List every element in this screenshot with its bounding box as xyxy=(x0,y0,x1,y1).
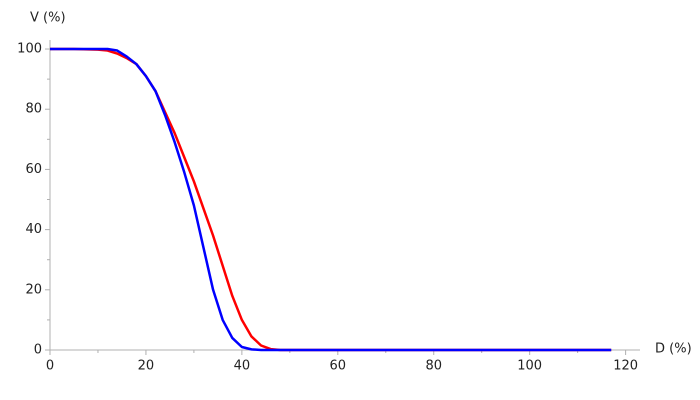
y-tick-label: 100 xyxy=(17,42,42,57)
y-tick-label: 60 xyxy=(25,162,42,177)
y-tick-label: 80 xyxy=(25,102,42,117)
y-tick-label: 20 xyxy=(25,282,42,297)
y-tick-label: 0 xyxy=(34,343,42,358)
x-axis-label: D (%) xyxy=(655,342,692,357)
x-tick-label: 60 xyxy=(330,359,347,374)
y-tick-label: 40 xyxy=(25,222,42,237)
data-line xyxy=(50,47,612,352)
x-tick-label: 80 xyxy=(425,359,442,374)
data-line xyxy=(50,47,612,352)
x-tick-label: 0 xyxy=(46,359,54,374)
x-tick-label: 20 xyxy=(138,359,155,374)
x-tick-label: 40 xyxy=(234,359,251,374)
x-tick-label: 100 xyxy=(517,359,542,374)
x-tick-label: 120 xyxy=(613,359,638,374)
y-axis-label: V (%) xyxy=(30,11,66,26)
